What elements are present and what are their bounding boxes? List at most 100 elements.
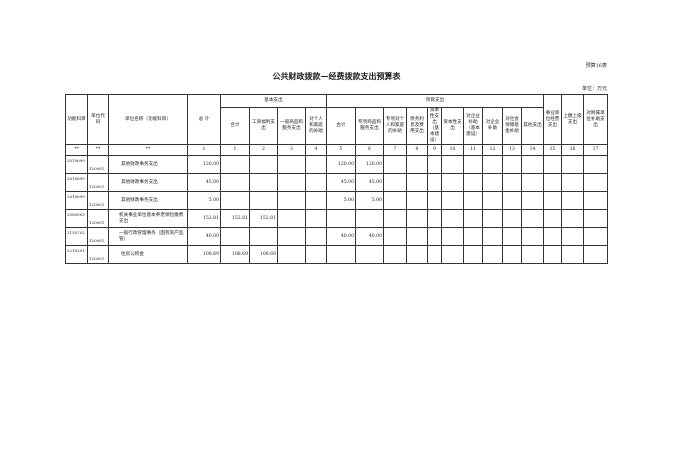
table-row: 2210201 120001 住房公积金 108.69 108.69 108.69 (65, 245, 608, 264)
other-cell (561, 173, 584, 192)
project-cell (463, 209, 483, 228)
header-project-col: 其他支出 (521, 107, 544, 145)
other-cell (583, 191, 608, 210)
header-basic-col: 对个人和家庭的补助 (305, 107, 327, 145)
project-cell (427, 227, 442, 246)
basic-cell (277, 209, 306, 228)
project-cell (383, 227, 407, 246)
other-cell (583, 209, 608, 228)
unit-code-cell: 120001 (87, 227, 109, 246)
project-cell (482, 227, 503, 246)
project-cell (502, 209, 522, 228)
total-cell: 40.00 (187, 227, 221, 246)
project-cell: 40.00 (355, 227, 384, 246)
basic-cell (220, 227, 250, 246)
table-row: 2080505 120001 机关事业单位基本养老保险缴费支出 152.81 152.8… (65, 209, 608, 228)
project-cell (406, 191, 428, 210)
project-cell (441, 155, 464, 174)
project-cell (406, 245, 428, 264)
header-project-col: 资本性支出（基本建设） (427, 107, 442, 145)
other-cell (543, 227, 562, 246)
total-cell: 5.00 (187, 191, 221, 210)
number-cell: 7 (383, 144, 407, 156)
number-cell: 15 (543, 144, 562, 156)
basic-cell (277, 227, 306, 246)
project-cell (463, 245, 483, 264)
header-total: 总 计 (187, 94, 221, 145)
project-cell (463, 227, 483, 246)
other-cell (583, 227, 608, 246)
other-cell (543, 191, 562, 210)
unit-code-cell: 120001 (87, 173, 109, 192)
number-cell: ** (108, 144, 188, 156)
unit-code-cell: 120001 (87, 191, 109, 210)
unit-code-cell: 120001 (87, 245, 109, 264)
project-cell (441, 245, 464, 264)
project-cell (482, 173, 503, 192)
func-code-cell: 2010699 (65, 191, 88, 210)
total-cell: 120.00 (187, 155, 221, 174)
table-row: 2010699 120001 其他财政事务支出 120.00 120.00 120.00 (65, 155, 608, 174)
project-cell (502, 191, 522, 210)
budget-table: 功能科目 单位代码 单位名称（功能科目） 总 计 基本支出 项目支出 事业单位经… (65, 94, 608, 264)
project-cell (406, 227, 428, 246)
project-cell (326, 245, 356, 264)
project-cell (463, 191, 483, 210)
basic-cell (305, 227, 327, 246)
number-cell: ** (65, 144, 88, 156)
header-other: 对附属单位补助支出 (583, 94, 608, 145)
total-cell: 152.81 (187, 209, 221, 228)
basic-cell: 152.81 (249, 209, 278, 228)
basic-cell (305, 173, 327, 192)
number-cell: 17 (583, 144, 608, 156)
project-cell (521, 227, 544, 246)
number-cell: 5 (326, 144, 356, 156)
other-cell (561, 191, 584, 210)
basic-cell (305, 209, 327, 228)
project-cell (427, 155, 442, 174)
total-cell: 108.69 (187, 245, 221, 264)
func-code-cell: 2010699 (65, 155, 88, 174)
project-cell (463, 155, 483, 174)
basic-cell (277, 191, 306, 210)
number-cell: 9 (427, 144, 442, 156)
basic-cell (277, 155, 306, 174)
header-basic-col: 工资福利支出 (249, 107, 278, 145)
project-cell (482, 209, 503, 228)
basic-cell (220, 173, 250, 192)
project-cell: 120.00 (355, 155, 384, 174)
number-cell: 11 (463, 144, 483, 156)
number-cell: 10 (441, 144, 464, 156)
project-cell (383, 209, 407, 228)
header-project-col: 对社会保障基金补助 (502, 107, 522, 145)
func-code-cell: 2210201 (65, 245, 88, 264)
other-cell (561, 245, 584, 264)
header-basic-col: 一般商品和服务支出 (277, 107, 306, 145)
basic-cell: 108.69 (249, 245, 278, 264)
project-cell (482, 191, 503, 210)
project-cell (383, 191, 407, 210)
project-cell: 40.00 (326, 227, 356, 246)
basic-cell (220, 155, 250, 174)
func-code-cell: 2010699 (65, 173, 88, 192)
project-cell (502, 245, 522, 264)
header-other: 上缴上级支出 (561, 94, 584, 145)
basic-cell: 152.81 (220, 209, 250, 228)
project-cell (427, 245, 442, 264)
number-cell: 2 (249, 144, 278, 156)
header-basic: 基本支出 (220, 94, 327, 108)
basic-cell (277, 245, 306, 264)
unit-name-cell: 一般行政管理事务（国有资产监管） (108, 227, 188, 246)
other-cell (543, 173, 562, 192)
project-cell (383, 173, 407, 192)
header-project-col: 对企业补助 (482, 107, 503, 145)
func-code-cell: 2080505 (65, 209, 88, 228)
other-cell (543, 245, 562, 264)
project-cell (406, 155, 428, 174)
number-cell: 6 (355, 144, 384, 156)
project-cell (502, 227, 522, 246)
project-cell (326, 209, 356, 228)
header-project-col: 合计 (326, 107, 356, 145)
project-cell: 5.00 (355, 191, 384, 210)
other-cell (583, 173, 608, 192)
